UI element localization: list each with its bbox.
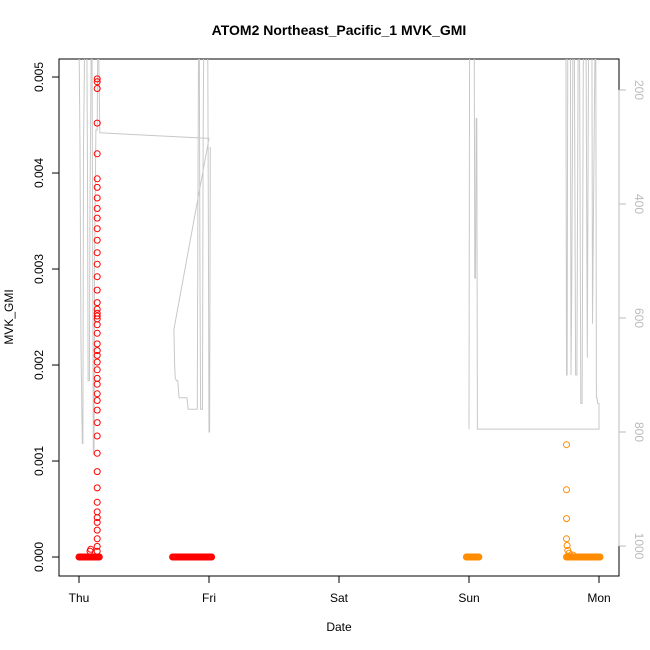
data-point (563, 542, 571, 549)
data-point (563, 515, 570, 523)
data-point (93, 498, 101, 506)
chart-title: ATOM2 Northeast_Pacific_1 MVK_GMI (212, 22, 467, 38)
data-point (93, 321, 101, 329)
data-point (93, 526, 101, 534)
data-point (93, 419, 101, 427)
data-point (93, 305, 101, 313)
data-points-layer (75, 75, 604, 561)
data-point-baseline (208, 553, 216, 561)
data-point (93, 225, 101, 233)
data-point (93, 406, 101, 414)
right-axis: 200 400 600 800 1000 (618, 80, 646, 560)
pressure-line-sun-mon (468, 59, 600, 430)
data-point (93, 175, 101, 183)
data-point (93, 312, 101, 320)
data-point (93, 484, 101, 492)
data-point (93, 397, 101, 404)
y-tick-label: 0.005 (32, 62, 46, 92)
data-point (93, 380, 101, 388)
y-axis: 0.000 0.001 0.002 0.003 0.004 0.005 (32, 62, 60, 572)
right-tick-label: 600 (632, 308, 646, 328)
y-tick-label: 0.004 (32, 158, 46, 188)
data-point (93, 340, 101, 348)
x-tick-label: Sun (458, 591, 479, 605)
data-point (93, 273, 101, 281)
y-tick-label: 0.002 (32, 350, 46, 380)
data-point (93, 508, 101, 516)
data-point (93, 183, 101, 191)
data-point-baseline (475, 553, 483, 561)
data-point (563, 535, 570, 543)
data-point (93, 374, 101, 382)
right-tick-label: 200 (632, 80, 646, 100)
data-point (93, 214, 101, 222)
pressure-line-layer (78, 59, 600, 455)
right-tick-label: 400 (632, 194, 646, 214)
x-tick-label: Mon (587, 591, 610, 605)
right-tick-label: 800 (632, 422, 646, 442)
data-point (569, 551, 577, 559)
data-point (93, 468, 101, 476)
data-point (93, 260, 101, 268)
y-tick-label: 0.001 (32, 446, 46, 476)
plot-frame (58, 58, 620, 577)
data-point (93, 366, 101, 374)
x-tick-label: Sat (330, 591, 349, 605)
data-point (93, 119, 101, 127)
x-tick-label: Thu (69, 591, 90, 605)
y-tick-label: 0.000 (32, 542, 46, 572)
data-point (93, 78, 101, 86)
data-point (93, 236, 101, 244)
data-point (93, 205, 101, 212)
data-point (93, 535, 101, 543)
data-point (93, 249, 101, 257)
pressure-line-thu-fri (78, 59, 211, 455)
y-axis-label: MVK_GMI (2, 289, 16, 344)
data-point (93, 347, 101, 355)
data-point (93, 150, 101, 158)
data-point (93, 432, 101, 440)
data-point (93, 286, 101, 294)
data-point (93, 351, 101, 359)
data-point (93, 547, 101, 555)
x-axis: Thu Fri Sat Sun Mon (69, 575, 611, 605)
data-point-baseline (596, 553, 604, 561)
data-point (93, 514, 101, 522)
data-point (93, 542, 101, 550)
data-point (563, 441, 570, 449)
data-point (93, 194, 101, 202)
x-tick-label: Fri (202, 591, 216, 605)
data-point (93, 299, 101, 307)
data-point (86, 547, 94, 555)
right-tick-label: 1000 (632, 533, 646, 560)
data-point (93, 449, 101, 457)
data-point (93, 358, 101, 366)
data-point (93, 329, 101, 337)
y-tick-label: 0.003 (32, 254, 46, 284)
data-point (93, 518, 101, 526)
data-point (93, 85, 101, 92)
data-point (93, 75, 101, 83)
data-point (563, 486, 570, 494)
data-point (565, 549, 573, 557)
data-point (93, 390, 101, 398)
x-axis-label: Date (326, 620, 352, 634)
